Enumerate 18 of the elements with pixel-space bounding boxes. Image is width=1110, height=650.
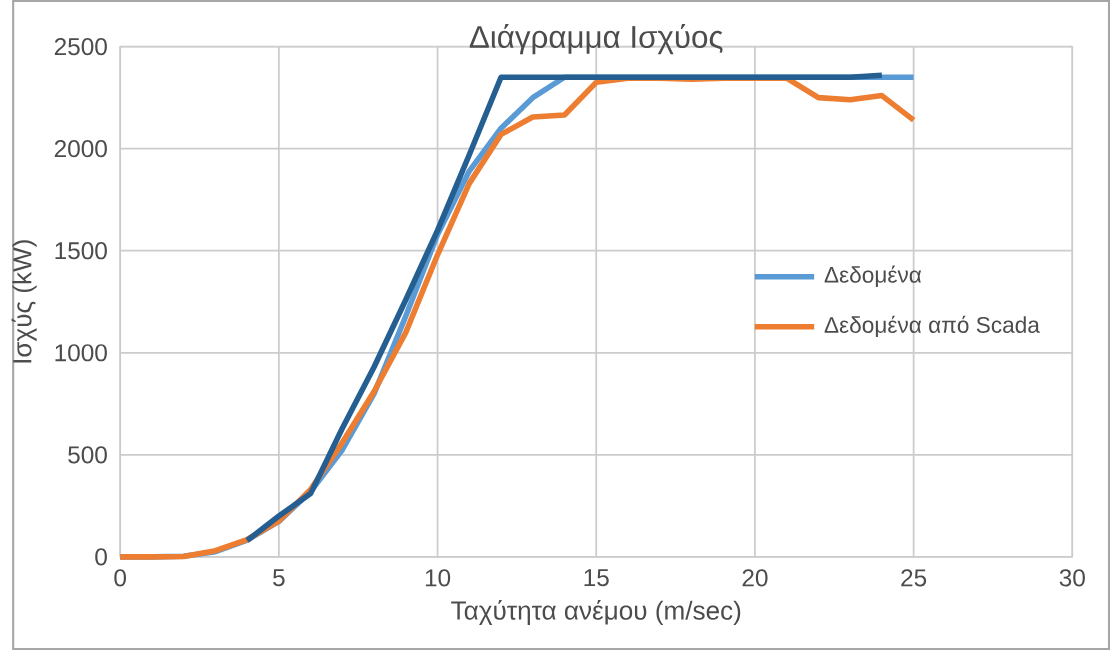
x-tick-label: 15	[584, 569, 609, 587]
x-tick-label: 20	[742, 569, 768, 587]
x-tick-label: 0	[114, 569, 127, 587]
legend-label: Δεδομένα από Scada	[824, 315, 1040, 338]
x-tick-label: 30	[1059, 569, 1085, 587]
chart-title: Διάγραμμα Ισχύος	[469, 24, 723, 55]
x-tick-label: 5	[273, 569, 285, 587]
y-tick-label: 1500	[55, 242, 107, 260]
x-tick-label: 25	[901, 569, 927, 587]
legend-label: Δεδομένα	[824, 265, 922, 287]
y-tick-label: 500	[68, 446, 107, 464]
y-tick-label: 2000	[54, 140, 107, 158]
y-axis-title: Ισχύς (kW)	[11, 240, 37, 363]
y-tick-label: 2500	[54, 38, 107, 56]
y-tick-label: 1000	[55, 344, 107, 362]
y-tick-label: 0	[95, 548, 107, 566]
x-axis-title: Ταχύτητα ανέμου (m/sec)	[451, 599, 741, 625]
x-tick-label: 10	[425, 569, 451, 587]
